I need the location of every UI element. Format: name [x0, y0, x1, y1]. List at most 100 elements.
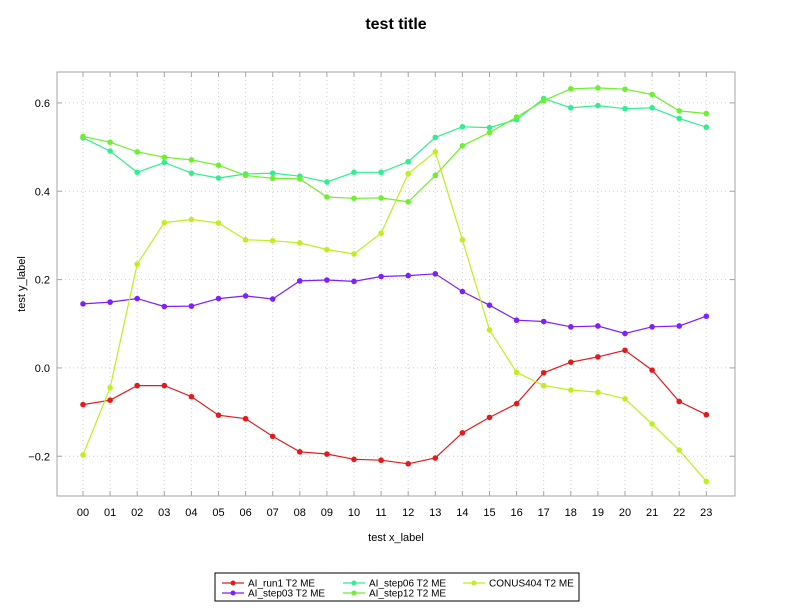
x-tick-label: 22 [673, 507, 685, 519]
data-point [188, 216, 195, 223]
series-line [82, 273, 707, 335]
data-point [188, 303, 195, 309]
series-line [82, 97, 707, 183]
data-point [676, 323, 682, 329]
data-point [513, 369, 520, 376]
data-point [297, 449, 303, 455]
legend-label: CONUS404 T2 ME [489, 579, 574, 590]
legend-label: AI_step06 T2 ME [369, 579, 446, 590]
legend-swatch-marker [230, 590, 236, 596]
data-point [676, 108, 682, 114]
data-point [703, 124, 710, 131]
data-point [134, 295, 140, 302]
data-point [107, 148, 113, 154]
data-point [161, 382, 168, 389]
data-point [242, 293, 249, 299]
x-tick-label: 16 [510, 507, 522, 519]
data-point [269, 296, 276, 302]
x-tick-label: 13 [429, 507, 441, 519]
x-tick-label: 15 [483, 507, 495, 519]
data-point [649, 91, 655, 98]
data-point [378, 195, 384, 201]
data-point [297, 176, 303, 182]
data-point [324, 246, 330, 253]
x-tick-label: 04 [185, 507, 197, 519]
data-point [242, 237, 249, 243]
data-point [80, 401, 86, 408]
data-point [324, 179, 330, 185]
x-tick-label: 21 [646, 507, 658, 519]
data-point [703, 478, 710, 485]
data-point [432, 271, 439, 277]
y-tick-label: 0.4 [35, 186, 50, 198]
legend-swatch-marker [351, 590, 357, 596]
data-point [649, 324, 655, 330]
data-point [595, 102, 601, 109]
data-point [703, 313, 710, 320]
series-line [82, 349, 707, 465]
data-point [378, 230, 384, 237]
data-point [405, 158, 412, 165]
data-point [324, 451, 330, 457]
data-point [649, 367, 655, 373]
series-0 [80, 347, 710, 467]
x-axis-label: test x_label [368, 532, 424, 544]
data-point [486, 124, 493, 131]
x-tick-label: 17 [538, 507, 550, 519]
data-point [351, 195, 357, 202]
data-point [215, 295, 222, 302]
x-tick-label: 06 [239, 507, 251, 519]
data-point [459, 123, 466, 130]
data-point [80, 452, 86, 458]
data-point [568, 359, 574, 365]
data-point [568, 85, 574, 92]
data-point [486, 327, 493, 333]
x-tick-label: 02 [131, 507, 143, 519]
chart-title: test title [365, 16, 426, 33]
plot-frame [56, 71, 736, 497]
data-point [622, 330, 628, 337]
legend-swatch-marker [471, 580, 477, 586]
data-point [107, 397, 113, 403]
data-point [242, 415, 249, 422]
data-point [432, 172, 439, 179]
data-point [269, 175, 276, 182]
axis-ticks: 00 01 02 03 04 05 06 07 08 09 10 11 12 13 14 15 16 17 18 19… [28, 72, 735, 519]
y-tick-label: 0.2 [35, 275, 50, 287]
data-point [595, 323, 601, 329]
legend-label: AI_step12 T2 ME [369, 589, 446, 600]
data-point [595, 354, 601, 360]
data-point [161, 154, 168, 161]
series-lines [80, 85, 710, 485]
data-point [649, 421, 655, 427]
data-point [188, 157, 195, 163]
data-point [595, 85, 601, 91]
data-point [622, 86, 628, 93]
y-tick-label: 0.0 [35, 363, 50, 375]
data-point [269, 170, 276, 176]
data-point [134, 261, 140, 267]
data-point [80, 133, 86, 140]
data-point [405, 170, 412, 177]
data-point [540, 369, 547, 376]
data-point [622, 105, 628, 112]
data-point [297, 278, 303, 284]
data-point [188, 170, 195, 176]
grid [57, 72, 735, 496]
x-tick-label: 08 [294, 507, 306, 519]
data-point [134, 149, 140, 155]
data-point [107, 384, 113, 391]
data-point [540, 382, 547, 389]
series-1 [80, 271, 710, 337]
data-point [161, 303, 168, 310]
y-tick-label: 0.6 [35, 98, 50, 110]
data-point [432, 149, 439, 155]
data-point [676, 447, 682, 453]
data-point [107, 139, 113, 146]
x-tick-label: 03 [158, 507, 170, 519]
data-point [649, 104, 655, 111]
data-point [161, 219, 168, 226]
x-tick-label: 18 [565, 507, 577, 519]
x-tick-label: 23 [700, 507, 712, 519]
